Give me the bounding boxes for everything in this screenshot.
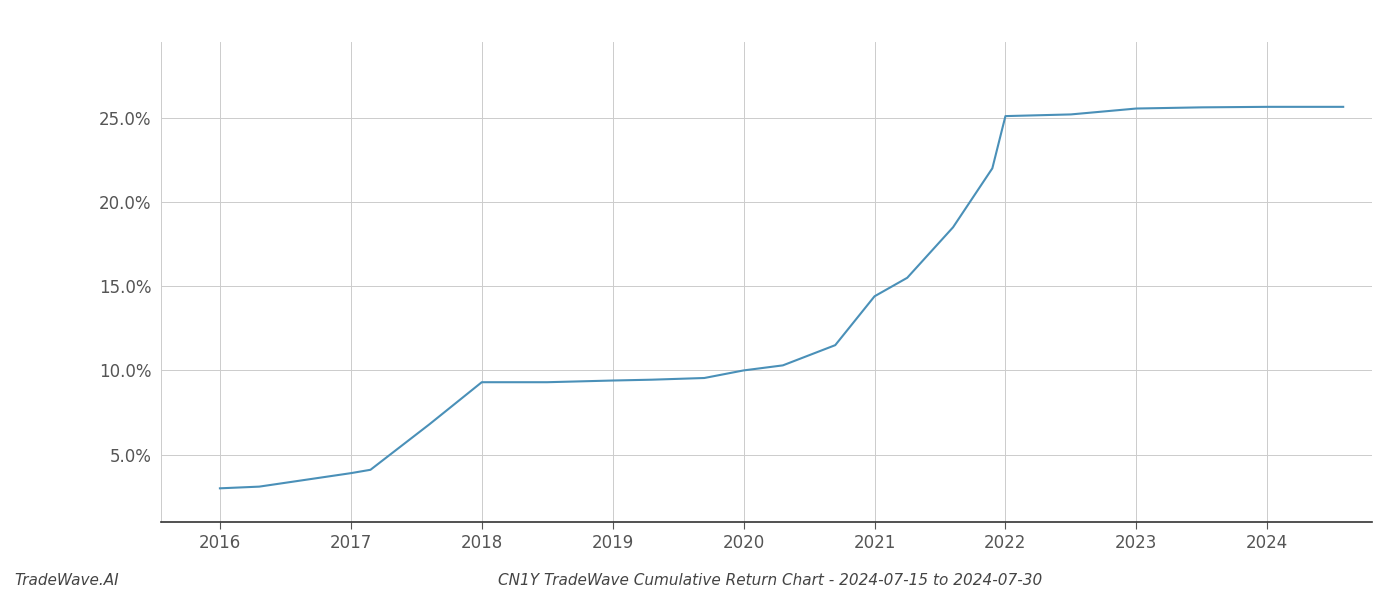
Text: TradeWave.AI: TradeWave.AI <box>14 573 119 588</box>
Text: CN1Y TradeWave Cumulative Return Chart - 2024-07-15 to 2024-07-30: CN1Y TradeWave Cumulative Return Chart -… <box>498 573 1042 588</box>
